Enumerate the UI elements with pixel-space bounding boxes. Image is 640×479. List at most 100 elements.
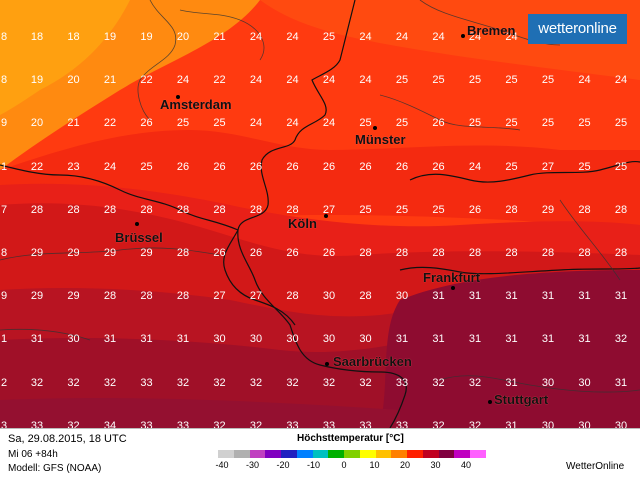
grid-value: 26	[286, 160, 299, 173]
grid-value: 33	[140, 376, 153, 389]
grid-value: 7	[0, 203, 8, 216]
grid-value: 30	[541, 419, 555, 428]
city-marker	[324, 214, 328, 218]
grid-value: 21	[67, 117, 80, 130]
grid-value: 28	[176, 290, 190, 303]
grid-value: 31	[103, 333, 117, 346]
grid-value: 8	[0, 31, 8, 43]
grid-value: 29	[67, 247, 80, 259]
grid-value: 25	[176, 117, 190, 130]
grid-value: 31	[541, 290, 555, 303]
grid-value: 28	[176, 247, 190, 259]
grid-value: 29	[103, 247, 117, 259]
scale-label: -20	[276, 460, 290, 470]
grid-value: 26	[249, 160, 263, 173]
grid-value: 28	[359, 247, 372, 259]
grid-value: 32	[432, 419, 445, 428]
grid-value: 2	[0, 376, 8, 389]
grid-value: 19	[30, 74, 44, 87]
grid-value: 31	[614, 376, 628, 389]
grid-value: 25	[578, 117, 591, 130]
grid-value: 29	[541, 203, 555, 216]
model-name: Modell: GFS (NOAA)	[8, 463, 102, 474]
grid-value: 20	[30, 117, 44, 130]
city-marker	[135, 222, 139, 226]
grid-value: 33	[359, 419, 372, 428]
scale-label: -30	[245, 460, 259, 470]
grid-value: 26	[176, 160, 190, 173]
grid-value: 18	[30, 31, 44, 43]
grid-value: 24	[322, 117, 336, 130]
wetteronline-logo[interactable]: wetteronline	[528, 14, 627, 44]
grid-value: 27	[541, 160, 555, 173]
city-label: Saarbrücken	[333, 354, 412, 369]
grid-value: 24	[249, 31, 263, 43]
grid-value: 30	[578, 376, 591, 389]
grid-value: 32	[67, 376, 80, 389]
map-footer: Sa, 29.08.2015, 18 UTC Mi 06 +84h Modell…	[0, 428, 640, 479]
grid-value: 24	[614, 74, 628, 87]
scale-swatch	[265, 450, 282, 458]
scale-swatch	[391, 450, 408, 458]
grid-value: 30	[213, 333, 226, 346]
grid-value: 28	[67, 203, 80, 216]
grid-value: 30	[541, 376, 555, 389]
scale-swatch	[454, 450, 471, 458]
grid-value: 19	[140, 31, 153, 43]
scale-label: 30	[430, 460, 441, 470]
grid-value: 30	[322, 333, 336, 346]
grid-value: 33	[176, 419, 190, 428]
grid-value: 28	[614, 247, 628, 259]
scale-label: 10	[369, 460, 380, 470]
grid-value: 31	[578, 290, 591, 303]
grid-value: 28	[359, 290, 372, 303]
scale-swatch	[359, 450, 377, 458]
scale-swatch	[218, 450, 235, 458]
grid-value: 25	[322, 31, 336, 43]
grid-value: 31	[140, 333, 153, 346]
grid-value: 1	[0, 333, 8, 346]
grid-value: 31	[468, 333, 482, 346]
grid-value: 32	[176, 376, 190, 389]
grid-value: 28	[103, 290, 117, 303]
grid-value: 32	[359, 376, 372, 389]
grid-value: 24	[249, 117, 263, 130]
grid-value: 30	[578, 419, 591, 428]
scale-label: -10	[306, 460, 320, 470]
grid-value: 31	[432, 290, 445, 303]
grid-value: 33	[322, 419, 336, 428]
grid-value: 28	[30, 203, 44, 216]
grid-value: 32	[103, 376, 117, 389]
grid-value: 25	[213, 117, 226, 130]
grid-value: 30	[322, 290, 336, 303]
grid-value: 24	[578, 74, 591, 87]
grid-value: 25	[614, 160, 628, 173]
grid-value: 26	[286, 247, 299, 259]
grid-value: 31	[395, 333, 409, 346]
grid-value: 24	[286, 31, 299, 43]
grid-value: 9	[0, 117, 8, 130]
grid-value: 18	[67, 31, 80, 43]
grid-value: 24	[359, 74, 372, 87]
grid-value: 32	[286, 376, 299, 389]
grid-value: 32	[249, 376, 263, 389]
grid-value: 27	[249, 290, 263, 303]
scale-swatch	[407, 450, 424, 458]
scale-swatch	[470, 450, 487, 458]
grid-value: 25	[614, 117, 628, 130]
grid-value: 22	[30, 160, 44, 173]
grid-value: 29	[30, 247, 44, 259]
grid-value: 21	[103, 74, 117, 87]
grid-value: 25	[505, 160, 518, 173]
grid-value: 28	[614, 203, 628, 216]
city-label: Münster	[355, 132, 406, 147]
grid-value: 26	[395, 160, 409, 173]
grid-value: 22	[140, 74, 153, 87]
grid-value: 25	[505, 74, 518, 87]
city-label: Brüssel	[115, 230, 163, 245]
grid-value: 28	[176, 203, 190, 216]
grid-value: 32	[468, 419, 482, 428]
grid-value: 28	[468, 247, 482, 259]
grid-value: 31	[541, 333, 555, 346]
grid-value: 33	[395, 419, 409, 428]
